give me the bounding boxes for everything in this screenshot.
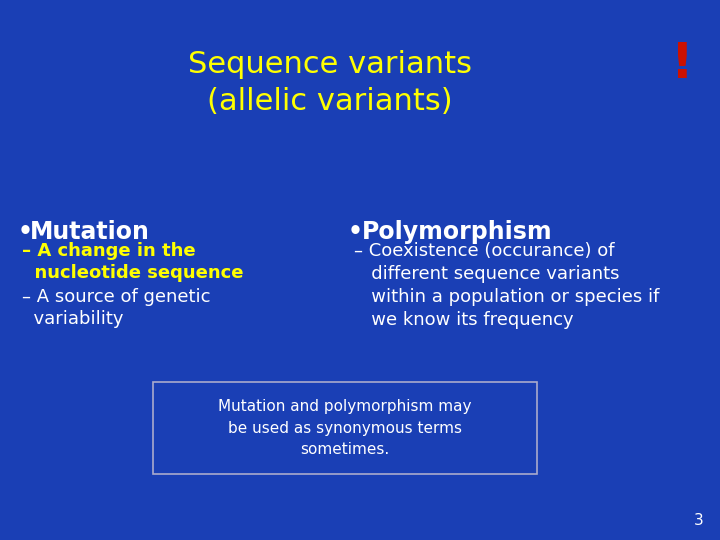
Text: 3: 3	[694, 513, 704, 528]
Text: Mutation: Mutation	[30, 220, 150, 244]
Text: •: •	[348, 220, 363, 244]
Text: Mutation and polymorphism may
be used as synonymous terms
sometimes.: Mutation and polymorphism may be used as…	[218, 400, 472, 456]
Text: •: •	[18, 220, 33, 244]
Text: – A source of genetic
  variability: – A source of genetic variability	[22, 288, 210, 328]
Text: !: !	[670, 40, 693, 88]
Text: Sequence variants
(allelic variants): Sequence variants (allelic variants)	[188, 50, 472, 116]
FancyBboxPatch shape	[153, 382, 537, 474]
Text: – A change in the
  nucleotide sequence: – A change in the nucleotide sequence	[22, 242, 243, 282]
Text: – Coexistence (occurance) of
   different sequence variants
   within a populati: – Coexistence (occurance) of different s…	[354, 242, 660, 329]
Text: Polymorphism: Polymorphism	[362, 220, 553, 244]
